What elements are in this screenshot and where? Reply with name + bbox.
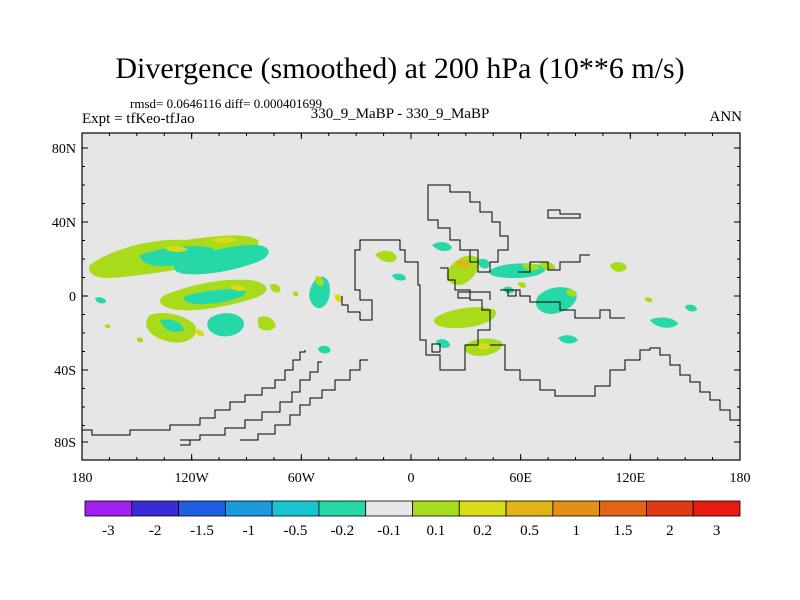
colorbar-label: -1.5 xyxy=(190,523,214,539)
colorbar-swatch xyxy=(131,500,179,517)
lon-tick-label: 0 xyxy=(408,471,415,486)
colorbar-swatch xyxy=(318,500,367,517)
colorbar-swatch xyxy=(646,500,694,517)
lat-tick-label: 80N xyxy=(52,142,76,157)
colorbar-label: -3 xyxy=(102,523,115,539)
season-label: ANN xyxy=(709,109,743,125)
colorbar-label: -0.1 xyxy=(377,523,401,539)
lon-tick-label: 180 xyxy=(730,471,751,486)
colorbar-label: 0.1 xyxy=(427,523,446,539)
lat-tick-label: 80S xyxy=(54,436,76,451)
colorbar-swatch xyxy=(458,500,507,517)
lon-tick-label: 180 xyxy=(72,471,93,486)
colorbar-label: 1.5 xyxy=(614,523,633,539)
lon-tick-label: 60E xyxy=(509,471,532,486)
colorbar-label: -1 xyxy=(243,523,256,539)
colorbar-label: 0.5 xyxy=(520,523,539,539)
colorbar-label: 0.2 xyxy=(473,523,492,539)
map-axes: 80N 40N 0 40S 80S 180 120W 60W 0 60E 120E 180 xyxy=(52,133,751,486)
lat-tick-label: 0 xyxy=(69,290,76,305)
colorbar-label: -2 xyxy=(149,523,162,539)
colorbar-label: 2 xyxy=(666,523,674,539)
case-label: 330_9_MaBP - 330_9_MaBP xyxy=(310,106,490,122)
colorbar-swatch xyxy=(505,500,554,517)
colorbar-swatch xyxy=(178,500,226,517)
colorbar-swatch xyxy=(552,500,601,517)
lon-tick-label: 60W xyxy=(288,471,316,486)
lat-tick-label: 40N xyxy=(52,216,76,231)
colorbar-swatch xyxy=(84,500,133,517)
contour-fills xyxy=(89,235,697,356)
colorbar-label: 3 xyxy=(713,523,721,539)
continent-outlines xyxy=(82,184,740,446)
colorbar-swatch xyxy=(271,500,320,517)
colorbar-swatch xyxy=(365,500,413,517)
plot-title: Divergence (smoothed) at 200 hPa (10**6 … xyxy=(115,52,685,85)
colorbar-label: 1 xyxy=(573,523,581,539)
expt-label: Expt = tfKeo-tfJao xyxy=(82,111,195,127)
lon-tick-label: 120E xyxy=(616,471,646,486)
colorbar-swatch xyxy=(599,500,647,517)
colorbar-swatch xyxy=(224,500,273,517)
lon-tick-label: 120W xyxy=(175,471,210,486)
colorbar: -3 -2 -1.5 -1 -0.5 -0.2 -0.1 0.1 0.2 0.5 1 1.5 2 3 xyxy=(84,500,741,539)
colorbar-swatch xyxy=(692,500,741,517)
colorbar-label: -0.5 xyxy=(284,523,308,539)
rmsd-label: rmsd= 0.0646116 diff= 0.000401699 xyxy=(130,96,322,111)
lat-tick-label: 40S xyxy=(54,364,76,379)
colorbar-label: -0.2 xyxy=(330,523,354,539)
colorbar-swatch xyxy=(412,500,460,517)
